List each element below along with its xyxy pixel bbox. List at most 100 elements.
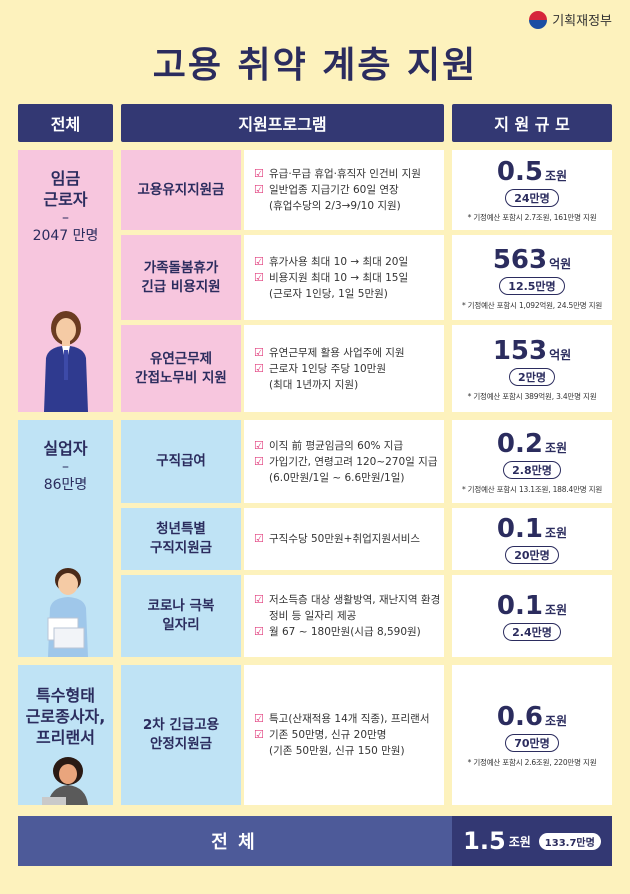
- program-extra: (휴업수당의 2/3→9/10 지원): [269, 200, 401, 212]
- amount-unit: 조원: [544, 169, 568, 183]
- checkbox-icon: ☑: [254, 728, 264, 741]
- program-item: 기존 50만명, 신규 20만명: [269, 729, 387, 741]
- group-freelancers: 특수형태 근로종사자, 프리랜서: [18, 665, 113, 805]
- checkbox-icon: ☑: [254, 593, 264, 606]
- program-item: 이직 前 평균임금의 60% 지급: [269, 439, 404, 452]
- program-scale: 0.5 조원 24만명 * 기정예산 포함시 2.7조원, 161만명 지원: [452, 150, 612, 230]
- budget-note: * 기정예산 포함시 13.1조원, 188.4만명 지원: [461, 484, 603, 494]
- group-dash: –: [62, 210, 69, 226]
- budget-note: * 기정예산 포함시 1,092억원, 24.5만명 지원: [461, 300, 603, 310]
- program-name: 유연근무제 간접노무비 지원: [121, 325, 241, 412]
- group-dash: –: [62, 459, 69, 475]
- checkbox-icon: ☑: [254, 345, 264, 359]
- total-unit: 조원: [508, 834, 531, 849]
- program-scale: 0.2 조원 2.8만명 * 기정예산 포함시 13.1조원, 188.4만명 지…: [452, 420, 612, 503]
- program-details: ☑ 휴가사용 최대 10 → 최대 20일 ☑ 비용지원 최대 10 → 최대 15…: [244, 235, 444, 320]
- amount-value: 0.6: [496, 702, 543, 732]
- checkbox-icon: ☑: [254, 361, 264, 375]
- people-badge: 24만명: [505, 189, 559, 207]
- checkbox-icon: ☑: [254, 438, 264, 452]
- checkbox-icon: ☑: [254, 712, 264, 725]
- program-name: 구직급여: [121, 420, 241, 503]
- budget-note: * 기정예산 포함시 2.6조원, 220만명 지원: [467, 758, 597, 767]
- people-badge: 2.8만명: [503, 460, 561, 479]
- amount-value: 0.2: [496, 428, 543, 459]
- header-scale: 지 원 규 모: [452, 104, 612, 142]
- program-name: 고용유지지원금: [121, 150, 241, 230]
- group-name: 임금 근로자: [43, 169, 88, 209]
- total-value: 1.5 조원 133.7만명: [452, 816, 612, 866]
- program-details: ☑ 저소득층 대상 생활방역, 재난지역 환경정비 등 일자리 제공 ☑ 월 67 …: [244, 575, 444, 657]
- program-details: ☑ 유연근무제 활용 사업주에 지원 ☑ 근로자 1인당 주당 10만원 (최대 1…: [244, 325, 444, 412]
- job-seeker-carrying-box-illustration-icon: [47, 568, 88, 657]
- program-item: 일반업종 지급기간 60일 연장: [269, 184, 399, 196]
- program-details: ☑ 이직 前 평균임금의 60% 지급 ☑ 가입기간, 연령고려 120~270일 …: [244, 420, 444, 503]
- ministry-logo: 기획재정부: [529, 10, 612, 29]
- program-scale: 0.1 조원 2.4만명: [452, 575, 612, 657]
- checkbox-icon: ☑: [254, 270, 264, 284]
- ministry-name: 기획재정부: [552, 14, 612, 29]
- budget-note: * 기정예산 포함시 389억원, 3.4만명 지원: [467, 391, 597, 401]
- program-item: 휴가사용 최대 10 → 최대 20일: [269, 255, 409, 268]
- program-details: ☑ 구직수당 50만원+취업지원서비스: [244, 508, 444, 570]
- amount-unit: 억원: [549, 256, 572, 271]
- program-extra: (기존 50만원, 신규 150 만원): [269, 745, 405, 757]
- total-label: 전 체: [211, 832, 257, 853]
- people-badge: 20만명: [505, 546, 559, 564]
- people-badge: 70만명: [505, 734, 559, 752]
- budget-note: * 기정예산 포함시 2.7조원, 161만명 지원: [467, 213, 597, 222]
- checkbox-icon: ☑: [254, 167, 264, 180]
- program-item: 월 67 ~ 180만원(시급 8,590원): [269, 626, 421, 638]
- amount-value: 153: [492, 335, 548, 366]
- amount-unit: 조원: [544, 526, 568, 540]
- office-worker-illustration-icon: [44, 311, 88, 412]
- header-all: 전체: [18, 104, 113, 142]
- program-item: 유연근무제 활용 사업주에 지원: [269, 346, 405, 359]
- program-name: 2차 긴급고용 안정지원금: [121, 665, 241, 805]
- header-program: 지원프로그램: [121, 104, 444, 142]
- program-item: 유급·무급 휴업·휴직자 인건비 지원: [269, 168, 421, 180]
- program-extra: (최대 1년까지 지원): [269, 378, 359, 391]
- amount-unit: 억원: [549, 347, 572, 362]
- total-amount: 1.5: [463, 827, 506, 855]
- checkbox-icon: ☑: [254, 454, 264, 468]
- amount-value: 0.1: [496, 591, 543, 621]
- program-item: 구직수당 50만원+취업지원서비스: [269, 533, 421, 545]
- amount-value: 563: [492, 244, 548, 275]
- program-scale: 563 억원 12.5만명 * 기정예산 포함시 1,092억원, 24.5만명 …: [452, 235, 612, 320]
- group-unemployed: 실업자 – 86만명: [18, 420, 113, 657]
- group-count: 2047 만명: [32, 228, 99, 244]
- program-details: ☑ 유급·무급 휴업·휴직자 인건비 지원 ☑ 일반업종 지급기간 60일 연장 (…: [244, 150, 444, 230]
- amount-value: 0.1: [496, 514, 543, 544]
- program-name: 코로나 극복 일자리: [121, 575, 241, 657]
- program-item: 비용지원 최대 10 → 최대 15일: [269, 271, 409, 284]
- program-name: 가족돌봄휴가 긴급 비용지원: [121, 235, 241, 320]
- program-details: ☑ 특고(산재적용 14개 직종), 프리랜서 ☑ 기존 50만명, 신규 20만명…: [244, 665, 444, 805]
- program-name: 청년특별 구직지원금: [121, 508, 241, 570]
- program-item: 근로자 1인당 주당 10만원: [269, 362, 386, 375]
- people-badge: 2만명: [509, 367, 555, 386]
- people-badge: 2.4만명: [503, 623, 561, 641]
- group-name: 특수형태 근로종사자, 프리랜서: [25, 686, 106, 747]
- checkbox-icon: ☑: [254, 532, 264, 545]
- program-extra: (6.0만원/1일 ~ 6.6만원/1일): [269, 471, 405, 484]
- program-scale: 153 억원 2만명 * 기정예산 포함시 389억원, 3.4만명 지원: [452, 325, 612, 412]
- people-badge: 12.5만명: [499, 276, 565, 295]
- amount-unit: 조원: [544, 714, 568, 728]
- total-bar: 전 체 1.5 조원 133.7만명: [18, 816, 612, 866]
- freelancer-illustration-icon: [42, 757, 88, 805]
- program-scale: 0.6 조원 70만명 * 기정예산 포함시 2.6조원, 220만명 지원: [452, 665, 612, 805]
- page-title: 고용 취약 계층 지원: [152, 45, 478, 86]
- checkbox-icon: ☑: [254, 625, 264, 638]
- program-item: 저소득층 대상 생활방역, 재난지역 환경정비 등 일자리 제공: [269, 594, 441, 622]
- group-wage-workers: 임금 근로자 – 2047 만명: [18, 150, 113, 412]
- program-scale: 0.1 조원 20만명: [452, 508, 612, 570]
- amount-unit: 조원: [544, 603, 568, 617]
- taegeuk-emblem-icon: [529, 10, 548, 29]
- group-count: 86만명: [43, 477, 88, 493]
- program-item: 특고(산재적용 14개 직종), 프리랜서: [269, 713, 430, 725]
- total-people-badge: 133.7만명: [538, 832, 601, 850]
- checkbox-icon: ☑: [254, 183, 264, 196]
- checkbox-icon: ☑: [254, 254, 264, 268]
- group-name: 실업자: [43, 439, 88, 458]
